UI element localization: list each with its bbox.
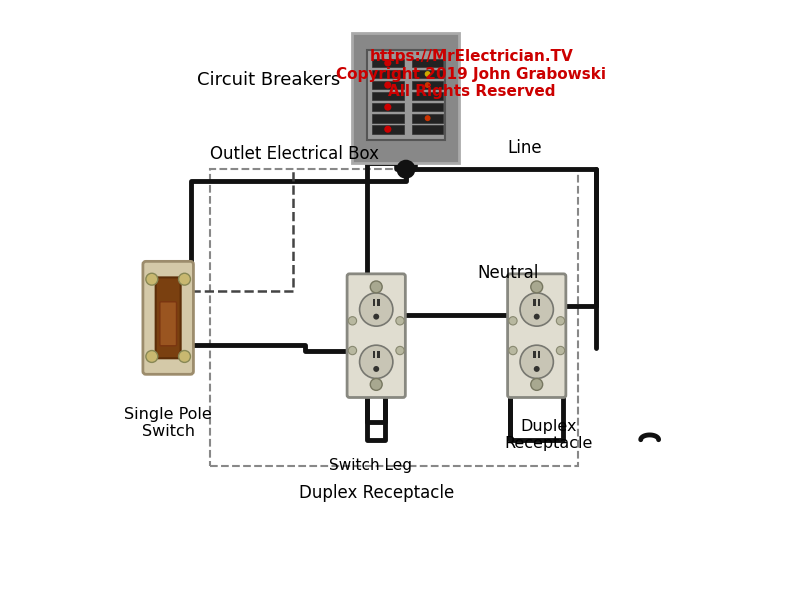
- FancyBboxPatch shape: [156, 277, 181, 358]
- FancyBboxPatch shape: [533, 299, 535, 306]
- FancyBboxPatch shape: [412, 70, 443, 79]
- Circle shape: [425, 82, 430, 88]
- FancyBboxPatch shape: [372, 114, 403, 122]
- Circle shape: [384, 82, 391, 89]
- Circle shape: [146, 350, 158, 362]
- Circle shape: [396, 346, 404, 355]
- Circle shape: [374, 366, 379, 372]
- Circle shape: [530, 379, 542, 391]
- FancyBboxPatch shape: [538, 299, 540, 306]
- Circle shape: [348, 346, 357, 355]
- Text: Duplex Receptacle: Duplex Receptacle: [298, 484, 454, 502]
- FancyBboxPatch shape: [372, 81, 403, 89]
- FancyBboxPatch shape: [412, 114, 443, 122]
- Circle shape: [370, 379, 382, 391]
- Circle shape: [509, 317, 517, 325]
- Circle shape: [425, 115, 430, 121]
- Circle shape: [520, 293, 554, 326]
- FancyBboxPatch shape: [143, 262, 194, 374]
- FancyBboxPatch shape: [347, 274, 406, 397]
- Circle shape: [556, 346, 565, 355]
- Circle shape: [520, 345, 554, 379]
- Circle shape: [178, 350, 190, 362]
- FancyBboxPatch shape: [373, 351, 375, 358]
- Circle shape: [178, 273, 190, 285]
- FancyBboxPatch shape: [412, 125, 443, 134]
- Circle shape: [384, 104, 391, 111]
- Circle shape: [384, 125, 391, 133]
- Text: Duplex
Receptacle: Duplex Receptacle: [505, 419, 593, 451]
- Circle shape: [359, 345, 393, 379]
- FancyBboxPatch shape: [367, 50, 445, 140]
- FancyBboxPatch shape: [507, 274, 566, 397]
- FancyBboxPatch shape: [412, 103, 443, 112]
- Circle shape: [397, 160, 415, 179]
- FancyBboxPatch shape: [372, 125, 403, 134]
- FancyBboxPatch shape: [372, 59, 403, 67]
- FancyBboxPatch shape: [412, 92, 443, 100]
- Circle shape: [534, 366, 540, 372]
- FancyBboxPatch shape: [353, 32, 459, 163]
- FancyBboxPatch shape: [160, 302, 177, 346]
- FancyBboxPatch shape: [378, 299, 380, 306]
- Circle shape: [534, 314, 540, 320]
- FancyBboxPatch shape: [538, 351, 540, 358]
- Circle shape: [509, 346, 517, 355]
- Circle shape: [359, 293, 393, 326]
- Circle shape: [396, 317, 404, 325]
- FancyBboxPatch shape: [373, 299, 375, 306]
- FancyBboxPatch shape: [372, 70, 403, 79]
- FancyBboxPatch shape: [378, 351, 380, 358]
- Circle shape: [374, 314, 379, 320]
- Text: Single Pole
Switch: Single Pole Switch: [124, 407, 212, 439]
- FancyBboxPatch shape: [412, 59, 443, 67]
- Circle shape: [384, 59, 391, 67]
- FancyBboxPatch shape: [533, 351, 535, 358]
- Text: Line: Line: [507, 139, 542, 157]
- Circle shape: [348, 317, 357, 325]
- Text: Circuit Breakers: Circuit Breakers: [198, 71, 341, 89]
- FancyBboxPatch shape: [372, 92, 403, 100]
- FancyBboxPatch shape: [372, 103, 403, 112]
- Text: https://MrElectrician.TV
Copyright 2019 John Grabowski
All Rights Reserved: https://MrElectrician.TV Copyright 2019 …: [336, 49, 606, 99]
- Text: Switch Leg: Switch Leg: [329, 458, 412, 473]
- Circle shape: [556, 317, 565, 325]
- Circle shape: [146, 273, 158, 285]
- Circle shape: [425, 71, 430, 77]
- FancyBboxPatch shape: [412, 81, 443, 89]
- Text: Outlet Electrical Box: Outlet Electrical Box: [210, 145, 378, 163]
- Circle shape: [370, 281, 382, 293]
- Text: Neutral: Neutral: [478, 264, 538, 282]
- Circle shape: [530, 281, 542, 293]
